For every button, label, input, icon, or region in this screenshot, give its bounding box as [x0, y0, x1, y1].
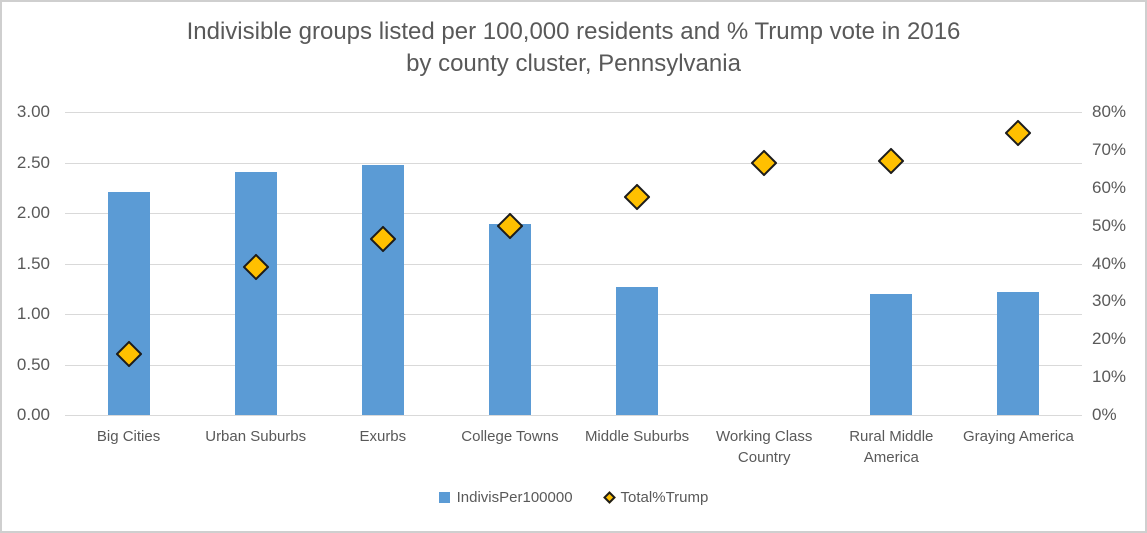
bar-urban-suburbs — [234, 171, 277, 415]
category-label: College Towns — [461, 428, 559, 445]
bar-graying-america — [997, 291, 1040, 415]
right-axis-tick-label: 40% — [1092, 253, 1127, 273]
diamond-working-class-country — [750, 149, 778, 177]
chart-title-line-2: by county cluster, Pennsylvania — [406, 50, 741, 77]
left-axis-tick-label: 1.00 — [16, 304, 50, 323]
bar-series-swatch-icon — [438, 492, 450, 503]
left-axis-tick-label: 2.00 — [16, 203, 50, 222]
diamond-graying-america — [1005, 119, 1032, 147]
bar-college-towns — [488, 224, 531, 415]
left-axis-tick-label: 3.00 — [16, 102, 50, 121]
left-axis-tick-label: 1.50 — [16, 253, 50, 273]
category-label: Big Cities — [96, 428, 161, 445]
right-axis-tick-label: 0% — [1092, 405, 1117, 424]
bar-middle-suburbs — [616, 286, 659, 415]
gridline — [65, 213, 1082, 214]
legend-item-bars: IndivisPer100000 — [438, 489, 573, 506]
gridline — [65, 112, 1082, 113]
category-label: Rural Middle America — [849, 428, 934, 466]
legend-label-diamonds: Total%Trump — [620, 489, 709, 506]
bar-big-cities — [107, 191, 150, 415]
chart-title: Indivisible groups listed per 100,000 re… — [2, 16, 1145, 80]
legend: IndivisPer100000 Total%Trump — [2, 489, 1145, 506]
plot-area — [65, 112, 1082, 416]
gridline — [65, 415, 1082, 416]
diamond-middle-suburbs — [623, 183, 651, 211]
right-axis-tick-label: 10% — [1092, 367, 1127, 387]
bar-exurbs — [361, 164, 404, 415]
legend-label-bars: IndivisPer100000 — [456, 489, 573, 506]
left-axis-ticks: 0.00 0.50 1.00 1.50 2.00 2.50 3.00 — [2, 102, 50, 424]
gridline — [65, 162, 1082, 164]
category-label: Graying America — [963, 428, 1074, 445]
diamond-rural-middle-america — [877, 147, 905, 175]
right-axis-tick-label: 20% — [1092, 329, 1127, 349]
category-label: Urban Suburbs — [205, 428, 307, 445]
category-label: Middle Suburbs — [584, 428, 690, 445]
right-axis-tick-label: 30% — [1092, 291, 1127, 311]
right-axis-ticks: 0% 10% 20% 30% 40% 50% 60% 70% 80% — [1092, 102, 1145, 424]
category-axis-labels: Big Cities Urban Suburbs Exurbs College Tow… — [65, 426, 1082, 468]
gridline — [65, 364, 1082, 366]
right-axis-tick-label: 60% — [1092, 177, 1127, 197]
right-axis-tick-label: 50% — [1092, 215, 1127, 235]
bar-rural-middle-america — [870, 293, 913, 415]
left-axis-tick-label: 0.00 — [16, 405, 50, 424]
gridline — [65, 314, 1082, 315]
right-axis-tick-label: 70% — [1092, 139, 1127, 159]
category-label: Exurbs — [359, 428, 407, 445]
chart-title-line-1: Indivisible groups listed per 100,000 re… — [186, 18, 961, 45]
left-axis-tick-label: 0.50 — [16, 354, 50, 374]
gridline — [65, 263, 1082, 265]
left-axis-tick-label: 2.50 — [16, 152, 50, 172]
category-label: Working Class Country — [715, 428, 813, 466]
legend-item-diamonds: Total%Trump — [602, 489, 709, 506]
right-axis-tick-label: 80% — [1092, 102, 1127, 121]
diamond-series-swatch-icon — [602, 491, 616, 504]
